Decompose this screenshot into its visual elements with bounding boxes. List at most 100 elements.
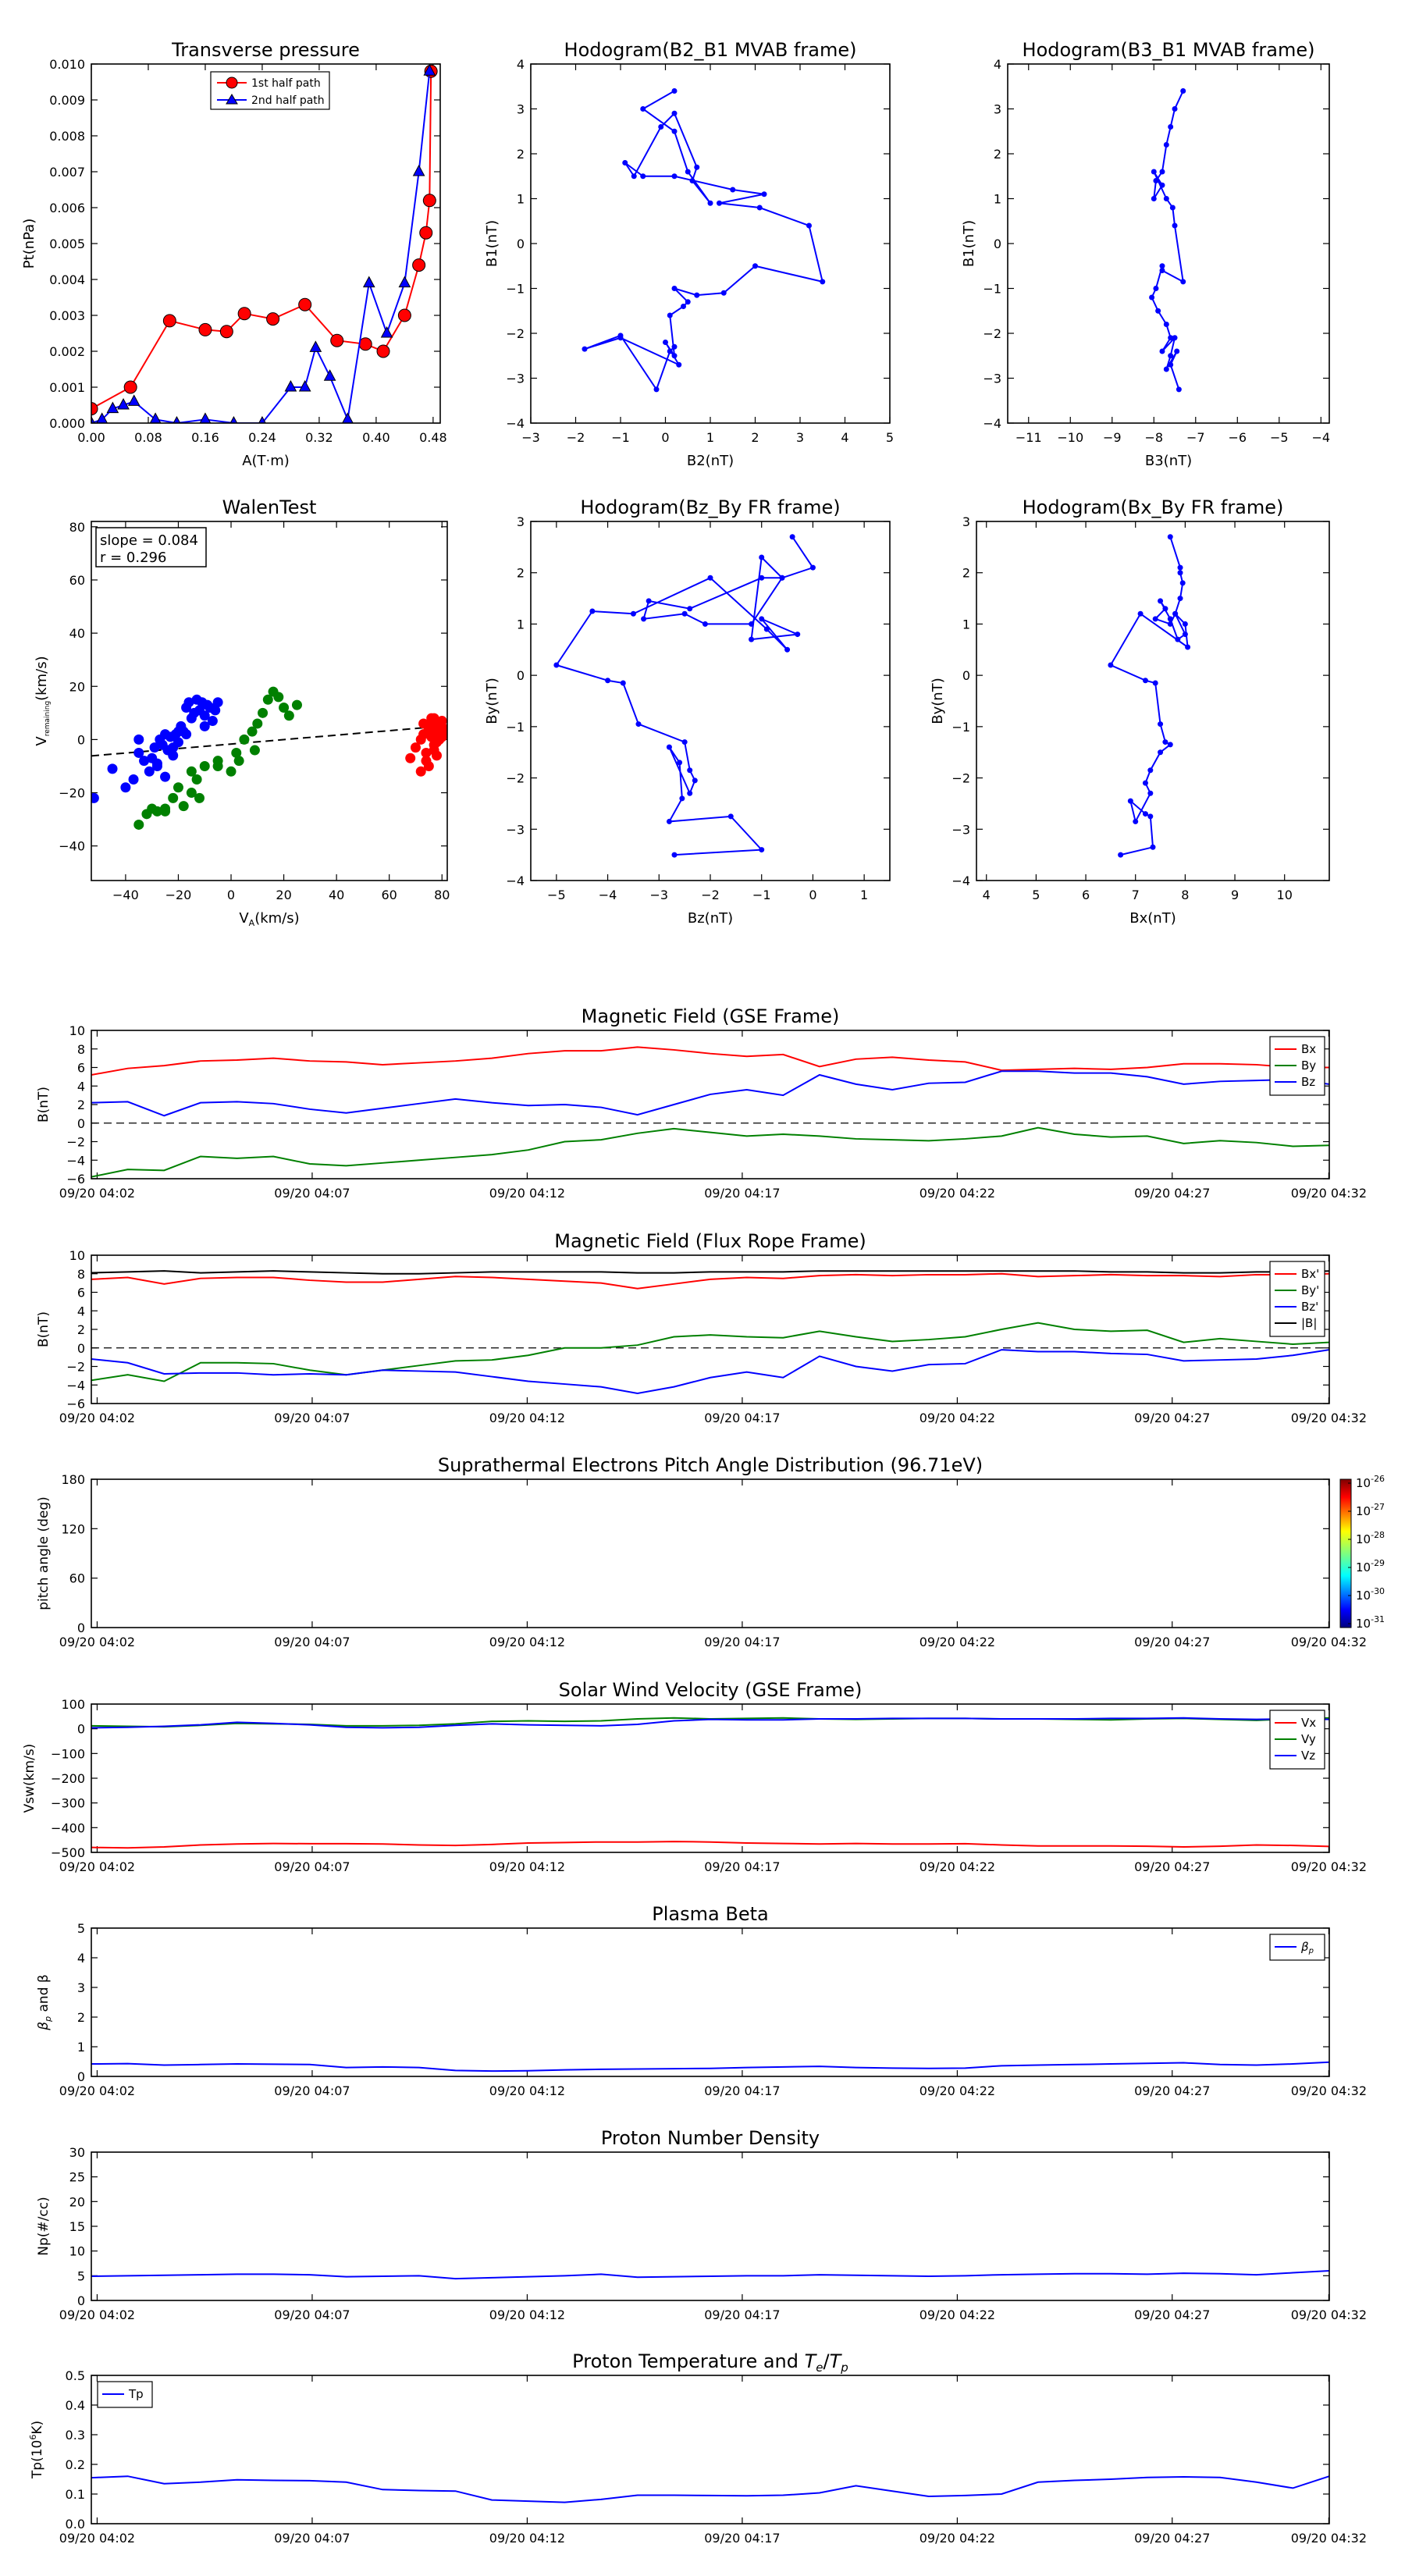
y-tick-label: 8 (77, 1267, 85, 1282)
data-point (173, 726, 183, 737)
data-point (133, 747, 144, 758)
data-point (671, 343, 678, 350)
data-point (358, 337, 372, 351)
series-line (1109, 536, 1189, 856)
x-tick-label: 3 (796, 430, 804, 445)
y-tick-label: −2 (506, 771, 525, 786)
x-tick-label: 60 (382, 888, 397, 902)
legend-label: 2nd half path (251, 94, 325, 107)
y-tick-label: 8 (77, 1042, 85, 1057)
plot-area (91, 686, 447, 830)
data-point (1168, 361, 1174, 368)
x-axis-label-sub: A (249, 918, 255, 928)
data-point (1167, 742, 1173, 748)
data-point (1167, 534, 1173, 540)
data-point (149, 742, 160, 753)
title-math-sub: e (816, 2361, 823, 2375)
data-point (759, 616, 765, 622)
plot-frame (91, 2375, 1330, 2524)
data-point (207, 716, 218, 727)
data-point (162, 314, 176, 328)
data-point (667, 312, 673, 318)
data-point (1180, 279, 1186, 285)
data-point (91, 415, 95, 423)
data-point (620, 680, 626, 686)
x-axis-label: Bz(nT) (688, 910, 733, 927)
data-point (226, 766, 237, 777)
y-tick-label: −400 (51, 1820, 85, 1835)
data-point (421, 747, 432, 758)
plot-frame (91, 1703, 1330, 1853)
y-axis-label: By(nT) (930, 678, 946, 724)
y-tick-label: 2 (517, 147, 525, 162)
y-tick-label: 10 (69, 1023, 85, 1038)
y-tick-label: 2 (962, 566, 970, 581)
y-tick-label: 80 (69, 520, 85, 535)
y-axis-label-part: K) (30, 2421, 45, 2435)
data-point (160, 806, 171, 817)
series-line (91, 71, 432, 410)
y-tick-label: −4 (983, 416, 1001, 431)
x-tick-label: 09/20 04:17 (704, 1411, 780, 1425)
y-axis-label-sub: p (43, 2016, 53, 2023)
x-axis-label: B2(nT) (687, 453, 734, 469)
y-tick-label: 0.002 (49, 344, 85, 359)
y-tick-label: 20 (69, 2194, 85, 2209)
data-point (689, 178, 695, 183)
y-tick-label: 4 (517, 57, 525, 72)
y-tick-label: 120 (61, 1521, 85, 1536)
data-point (1133, 818, 1139, 824)
data-point (795, 632, 801, 638)
x-tick-label: −10 (1057, 430, 1083, 445)
plot-frame (91, 521, 448, 881)
data-point (423, 64, 436, 76)
series-line (91, 1126, 1329, 1178)
data-point (1163, 142, 1169, 148)
data-point (1159, 263, 1165, 269)
x-tick-label: 09/20 04:22 (919, 1411, 995, 1425)
data-point (779, 575, 785, 581)
data-point (1163, 196, 1169, 201)
chart-bgse: Magnetic Field (GSE Frame) −6 −4 −2 0 2 4 6 8 10 0… (36, 1005, 1367, 1201)
y-axis-label-unit: (km/s) (34, 656, 50, 700)
y-tick-label: 3 (994, 102, 1001, 117)
data-point (730, 187, 736, 193)
y-tick-label: 0 (77, 1116, 85, 1131)
series-line (91, 1717, 1329, 1729)
y-tick-label: 4 (77, 1951, 85, 1966)
series-line (91, 1322, 1329, 1382)
y-axis-label: B1(nT) (961, 220, 977, 267)
data-point (622, 160, 628, 165)
y-tick-label: 1 (517, 192, 525, 207)
chart-title: Hodogram(B2_B1 MVAB frame) (564, 39, 857, 61)
y-tick-label: 0.4 (66, 2398, 85, 2413)
data-point (1168, 353, 1174, 359)
data-point (398, 276, 411, 288)
series-line (555, 536, 814, 856)
x-tick-label: 09/20 04:22 (919, 1859, 995, 1874)
data-point (123, 380, 137, 394)
data-point (429, 745, 439, 756)
series-line (91, 1349, 1329, 1394)
data-point (1151, 196, 1157, 201)
title-math: T (830, 2350, 843, 2372)
data-point (1158, 721, 1164, 728)
chart-title: Magnetic Field (GSE Frame) (582, 1005, 840, 1027)
x-tick-label: 09/20 04:27 (1134, 1635, 1210, 1649)
y-tick-label: −2 (506, 326, 525, 341)
y-tick-label: −40 (59, 839, 85, 854)
data-point (330, 333, 344, 347)
data-point (186, 788, 197, 799)
data-point (763, 626, 770, 632)
chart-vsw: Solar Wind Velocity (GSE Frame) −500 −400 −… (22, 1679, 1367, 1874)
data-point (752, 263, 758, 269)
x-tick-label: 5 (886, 430, 894, 445)
data-point (291, 699, 302, 710)
data-point (107, 763, 118, 774)
y-axis-label-sub: remaining (44, 701, 52, 736)
data-point (219, 325, 233, 339)
fit-line (91, 724, 447, 757)
x-tick-label: 1 (706, 430, 714, 445)
x-tick-label: 0.32 (305, 430, 333, 445)
x-tick-label: 09/20 04:12 (489, 2531, 565, 2546)
